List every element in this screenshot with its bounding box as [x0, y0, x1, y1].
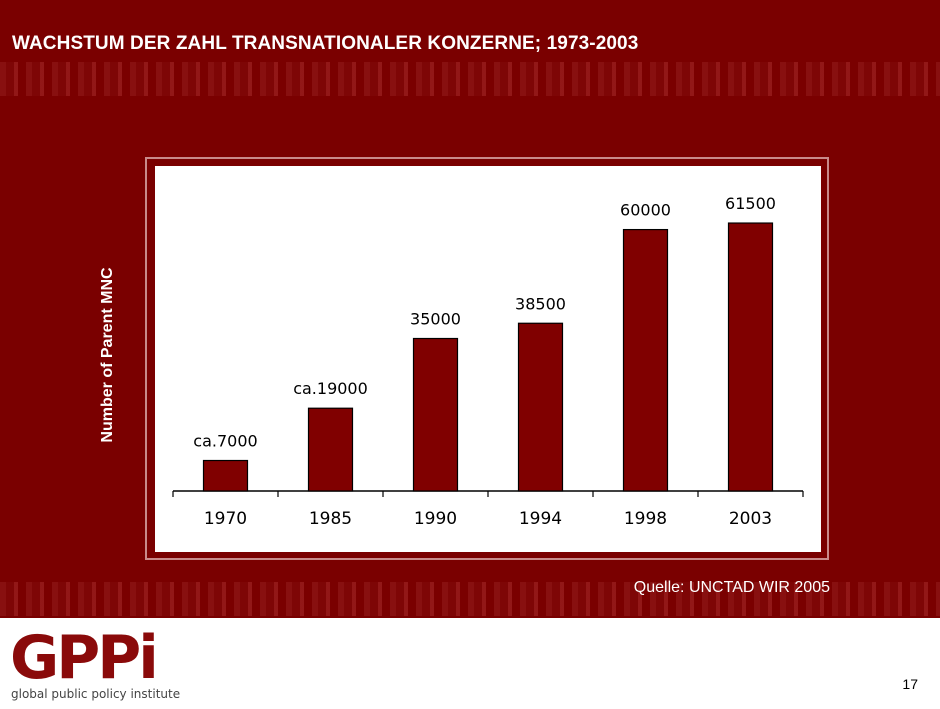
data-label-1998: 60000: [620, 201, 671, 220]
gppi-logo: GPPi global public policy institute: [10, 622, 180, 704]
logo-tagline: global public policy institute: [11, 687, 180, 701]
chart-area: ca.7000 1970 ca.19000 1985 35000 1990 38500 199…: [155, 166, 821, 552]
decorative-stripe-bottom: [0, 582, 940, 616]
x-tick-label-1998: 1998: [624, 509, 667, 529]
bar-1970: [202, 459, 249, 492]
bar-1994: [517, 322, 564, 492]
slide-title: WACHSTUM DER ZAHL TRANSNATIONALER KONZER…: [12, 33, 639, 54]
source-note: Quelle: UNCTAD WIR 2005: [633, 579, 830, 596]
x-tick-label-1990: 1990: [414, 509, 457, 529]
x-tick-label-1970: 1970: [204, 509, 247, 529]
bar-chart: ca.7000 1970 ca.19000 1985 35000 1990 38500 199…: [172, 194, 804, 529]
bar-1998: [622, 228, 669, 492]
chart-frame: [145, 157, 829, 560]
data-label-1985: ca.19000: [293, 379, 368, 398]
logo-wordmark: GPPi: [10, 623, 156, 693]
data-label-1990: 35000: [410, 310, 461, 329]
data-label-1994: 38500: [515, 294, 566, 313]
x-tick-label-1985: 1985: [309, 509, 352, 529]
page-number: 17: [902, 676, 918, 692]
data-label-1970: ca.7000: [193, 432, 257, 451]
bar-2003: [727, 222, 774, 492]
bar-1985: [307, 407, 354, 492]
bar-1990: [412, 337, 459, 492]
title-band: [0, 0, 940, 62]
footer: [0, 618, 940, 705]
x-tick-label-1994: 1994: [519, 509, 562, 529]
y-axis-label: Number of Parent MNC: [99, 267, 116, 443]
x-tick-label-2003: 2003: [729, 509, 772, 529]
data-label-2003: 61500: [725, 194, 776, 213]
gppi-logo-graphic: GPPi global public policy institute: [10, 623, 180, 701]
decorative-stripe-top: [0, 62, 940, 96]
